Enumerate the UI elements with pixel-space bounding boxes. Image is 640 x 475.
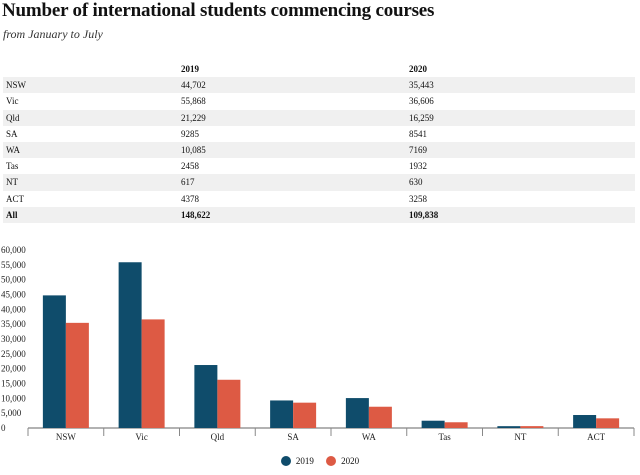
x-tick-label: WA bbox=[362, 432, 376, 442]
bar-2019-SA bbox=[270, 400, 294, 428]
table-row: NT 617 630 bbox=[3, 174, 635, 191]
bar-2020-ACT bbox=[596, 418, 620, 428]
y-tick-label: 0 bbox=[1, 423, 6, 433]
y-tick-label: 5,000 bbox=[1, 408, 22, 418]
table-row: SA 9285 8541 bbox=[3, 126, 635, 142]
table-cell-2020: 16,259 bbox=[406, 109, 635, 126]
legend-label-2020: 2020 bbox=[341, 456, 360, 466]
y-tick-label: 25,000 bbox=[1, 349, 26, 359]
table-cell-2020: 109,838 bbox=[406, 206, 635, 223]
table-cell-2020: 630 bbox=[406, 174, 635, 191]
bar-2020-Vic bbox=[141, 319, 165, 428]
bar-2020-Tas bbox=[444, 422, 468, 428]
table-cell-2019: 617 bbox=[178, 174, 406, 191]
table-cell-2019: 55,868 bbox=[181, 96, 206, 107]
table-row: NSW 44,702 35,443 bbox=[3, 77, 635, 94]
table-cell-2020: 8541 bbox=[409, 128, 427, 139]
table-cell-2019: 148,622 bbox=[178, 206, 406, 223]
table-row: Qld 21,229 16,259 bbox=[3, 109, 635, 126]
x-tick-label: Qld bbox=[211, 432, 225, 442]
y-tick-label: 60,000 bbox=[1, 245, 26, 255]
y-tick-label: 55,000 bbox=[1, 260, 26, 270]
legend-swatch-2019 bbox=[280, 456, 291, 466]
x-tick-label: Vic bbox=[135, 432, 147, 442]
table-cell-region: Qld bbox=[3, 109, 178, 126]
table-cell-region: ACT bbox=[6, 193, 24, 204]
table-header-row: 2019 2020 bbox=[3, 61, 635, 77]
table-header-2019: 2019 bbox=[181, 64, 199, 75]
table-cell-2019: 44,702 bbox=[178, 77, 406, 94]
bar-2019-NT bbox=[497, 426, 521, 428]
table-cell-region: NSW bbox=[3, 77, 178, 94]
table-header-region bbox=[3, 61, 178, 77]
table-cell-2019: 10,085 bbox=[178, 141, 406, 159]
table-cell-region: WA bbox=[3, 141, 178, 159]
bar-2019-NSW bbox=[42, 295, 66, 428]
chart-legend: 2019 2020 bbox=[0, 456, 640, 468]
legend-label-2019: 2019 bbox=[295, 456, 314, 466]
table-cell-region: All bbox=[3, 206, 178, 223]
legend-swatch-2020 bbox=[326, 456, 337, 466]
bar-2019-ACT bbox=[573, 415, 597, 428]
y-tick-label: 45,000 bbox=[1, 290, 26, 300]
bar-2019-WA bbox=[345, 398, 369, 428]
table-cell-2019: 9285 bbox=[181, 128, 199, 139]
bar-2019-Qld bbox=[194, 365, 218, 428]
bar-2020-WA bbox=[368, 406, 392, 428]
bar-2019-Tas bbox=[421, 420, 445, 428]
x-tick-label: NSW bbox=[56, 432, 77, 442]
table-row: WA 10,085 7169 bbox=[3, 141, 635, 159]
data-table: 2019 2020 NSW 44,702 35,443 Vic 55,868 3… bbox=[3, 61, 635, 223]
chart-title: Number of international students commenc… bbox=[2, 0, 435, 21]
table-cell-region: Tas bbox=[6, 161, 19, 172]
table-row: ACT 4378 3258 bbox=[3, 191, 635, 207]
legend-item-2020: 2020 bbox=[326, 456, 359, 466]
table-total-row: All 148,622 109,838 bbox=[3, 206, 635, 223]
bar-2020-NSW bbox=[65, 322, 89, 428]
table-row: Tas 2458 1932 bbox=[3, 158, 635, 174]
table-cell-2019: 4378 bbox=[181, 193, 199, 204]
x-tick-label: NT bbox=[514, 432, 526, 442]
y-tick-label: 15,000 bbox=[1, 379, 26, 389]
table-header-2020: 2020 bbox=[409, 64, 427, 75]
bar-2019-Vic bbox=[118, 262, 142, 428]
y-tick-label: 30,000 bbox=[1, 334, 26, 344]
y-tick-label: 35,000 bbox=[1, 319, 26, 329]
x-tick-label: Tas bbox=[438, 432, 451, 442]
table-cell-2020: 7169 bbox=[406, 141, 635, 159]
table-cell-region: NT bbox=[3, 174, 178, 191]
table-cell-region: SA bbox=[6, 128, 18, 139]
y-tick-label: 10,000 bbox=[1, 393, 26, 403]
y-tick-label: 40,000 bbox=[1, 304, 26, 314]
table-cell-2020: 1932 bbox=[409, 161, 427, 172]
table-cell-2020: 35,443 bbox=[406, 77, 635, 94]
y-tick-label: 50,000 bbox=[1, 275, 26, 285]
table-cell-2019: 21,229 bbox=[178, 109, 406, 126]
bar-2020-Qld bbox=[217, 379, 241, 428]
bar-chart: 0 5,000 10,000 15,000 20,000 25,000 30,000 35,0… bbox=[1, 245, 635, 442]
table-cell-region: Vic bbox=[6, 96, 19, 107]
table-cell-2019: 2458 bbox=[181, 161, 199, 172]
bar-2020-SA bbox=[293, 402, 317, 428]
chart-subtitle: from January to July bbox=[3, 27, 103, 41]
x-tick-label: ACT bbox=[587, 432, 606, 442]
legend-item-2019: 2019 bbox=[280, 456, 314, 466]
table-cell-2020: 3258 bbox=[409, 193, 427, 204]
x-tick-label: SA bbox=[287, 432, 299, 442]
bar-2020-NT bbox=[520, 426, 544, 428]
table-row: Vic 55,868 36,606 bbox=[3, 93, 635, 109]
y-tick-label: 20,000 bbox=[1, 364, 26, 374]
table-cell-2020: 36,606 bbox=[409, 96, 434, 107]
